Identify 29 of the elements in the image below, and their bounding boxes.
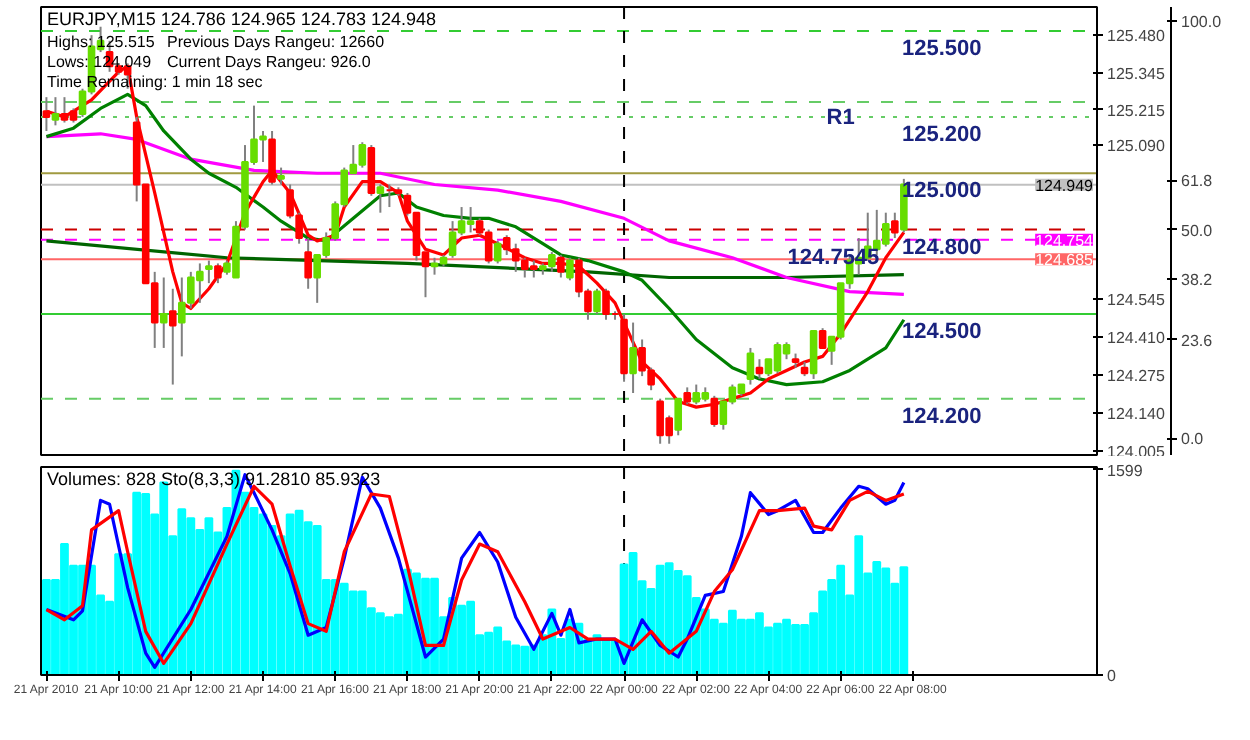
y-tick-label: 0	[1107, 667, 1117, 685]
ref-line-label: 124.949	[1035, 176, 1095, 195]
y-tick-label: 124.140	[1107, 404, 1166, 423]
y-tick-label: 124.410	[1107, 328, 1166, 347]
ref-line-label: 124.685	[1035, 251, 1095, 270]
y-tick-label: 125.345	[1107, 65, 1166, 84]
annotation: 125.200	[902, 122, 982, 147]
annotation: 125.500	[902, 36, 982, 61]
chart-title: EURJPY,M15 124.786 124.965 124.783 124.948	[47, 9, 436, 29]
y2-tick-label: 38.2	[1181, 270, 1214, 289]
annotation: Highs: 125.515	[47, 33, 156, 51]
annotation: Previous Days Rangeu: 12660	[167, 33, 386, 51]
y-tick-label: 124.275	[1107, 366, 1166, 385]
ref-line-label: 124.754	[1035, 231, 1095, 250]
annotation: 124.200	[902, 404, 982, 429]
y-tick-label: 124.545	[1107, 290, 1166, 309]
y2-tick-label: 23.6	[1181, 331, 1214, 350]
y-tick-label: 1599	[1107, 461, 1144, 480]
y2-tick-label: 61.8	[1181, 172, 1214, 191]
annotation: 124.800	[902, 235, 982, 260]
y-tick-label: 125.480	[1107, 27, 1166, 46]
annotation: 124.500	[902, 320, 982, 345]
y-tick-label: 125.090	[1107, 137, 1166, 156]
annotation: R1	[826, 105, 855, 130]
y2-tick-label: 100.0	[1181, 13, 1223, 32]
y-tick-label: 125.215	[1107, 101, 1166, 120]
annotation: Current Days Rangeu: 926.0	[167, 53, 372, 71]
y2-tick-label: 50.0	[1181, 221, 1214, 240]
y2-tick-label: 0.0	[1181, 430, 1205, 449]
